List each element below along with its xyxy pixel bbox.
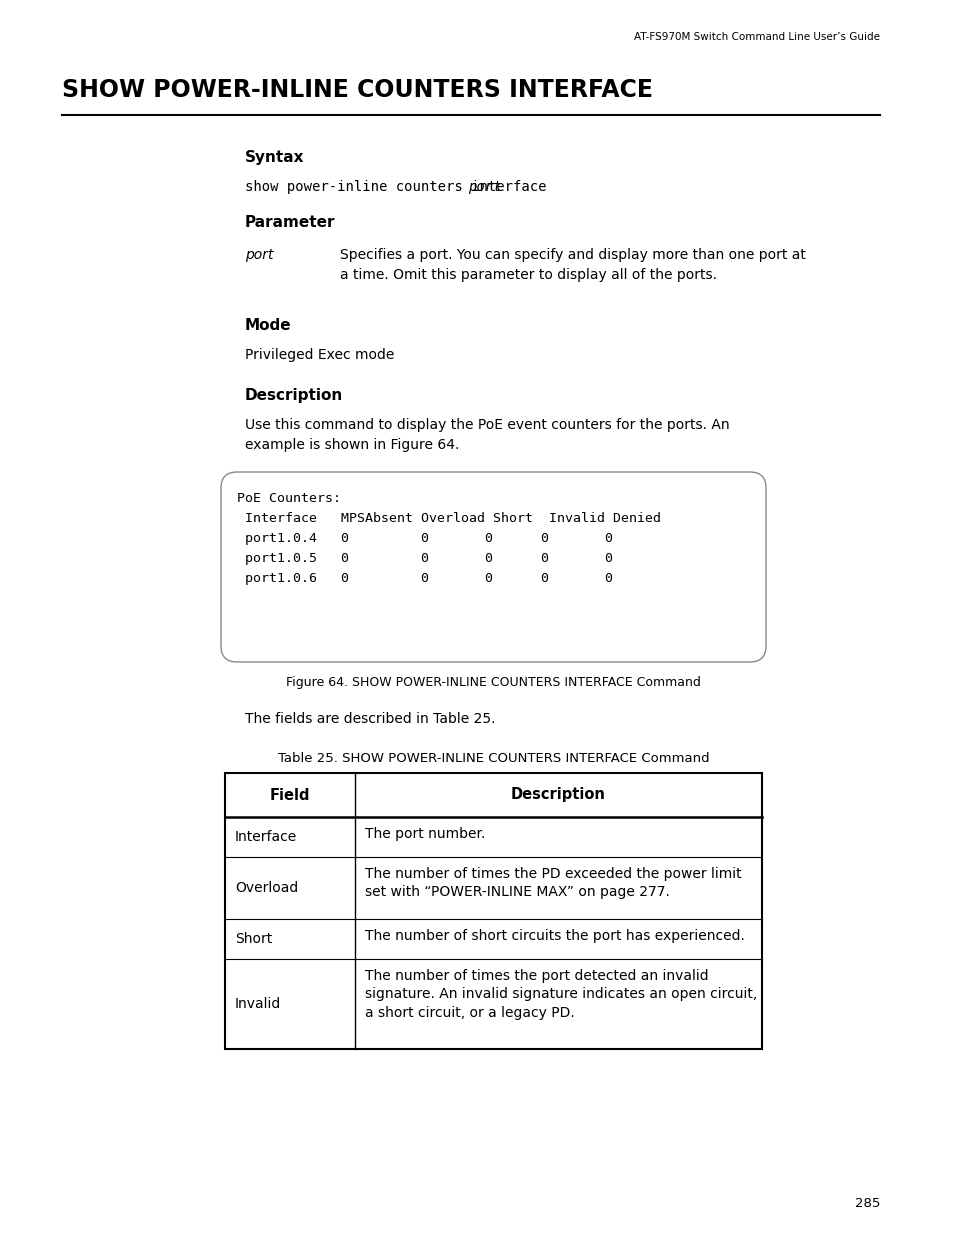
Text: port: port: [245, 248, 274, 262]
Text: port: port: [467, 180, 500, 194]
Text: The fields are described in Table 25.: The fields are described in Table 25.: [245, 713, 495, 726]
Text: The number of times the PD exceeded the power limit
set with “POWER-INLINE MAX” : The number of times the PD exceeded the …: [365, 867, 740, 899]
Text: port1.0.6   0         0       0      0       0: port1.0.6 0 0 0 0 0: [236, 572, 613, 585]
Text: Interface   MPSAbsent Overload Short  Invalid Denied: Interface MPSAbsent Overload Short Inval…: [236, 513, 660, 525]
Text: PoE Counters:: PoE Counters:: [236, 492, 340, 505]
Text: Invalid: Invalid: [234, 997, 281, 1011]
Text: Interface: Interface: [234, 830, 297, 844]
Text: Description: Description: [511, 788, 605, 803]
Text: Parameter: Parameter: [245, 215, 335, 230]
Text: Use this command to display the PoE event counters for the ports. An
example is : Use this command to display the PoE even…: [245, 417, 729, 452]
Text: port1.0.5   0         0       0      0       0: port1.0.5 0 0 0 0 0: [236, 552, 613, 564]
Text: Mode: Mode: [245, 317, 292, 333]
Text: Specifies a port. You can specify and display more than one port at
a time. Omit: Specifies a port. You can specify and di…: [339, 248, 805, 282]
Text: port1.0.4   0         0       0      0       0: port1.0.4 0 0 0 0 0: [236, 532, 613, 545]
Text: Overload: Overload: [234, 881, 298, 895]
Text: The number of short circuits the port has experienced.: The number of short circuits the port ha…: [365, 929, 744, 944]
Text: AT-FS970M Switch Command Line User’s Guide: AT-FS970M Switch Command Line User’s Gui…: [634, 32, 879, 42]
Text: Short: Short: [234, 932, 272, 946]
Text: Figure 64. SHOW POWER-INLINE COUNTERS INTERFACE Command: Figure 64. SHOW POWER-INLINE COUNTERS IN…: [286, 676, 700, 689]
Text: Table 25. SHOW POWER-INLINE COUNTERS INTERFACE Command: Table 25. SHOW POWER-INLINE COUNTERS INT…: [277, 752, 709, 764]
Text: Field: Field: [270, 788, 310, 803]
FancyBboxPatch shape: [221, 472, 765, 662]
Text: The number of times the port detected an invalid
signature. An invalid signature: The number of times the port detected an…: [365, 969, 757, 1020]
Text: SHOW POWER-INLINE COUNTERS INTERFACE: SHOW POWER-INLINE COUNTERS INTERFACE: [62, 78, 652, 103]
Text: show power-inline counters interface: show power-inline counters interface: [245, 180, 555, 194]
Text: Privileged Exec mode: Privileged Exec mode: [245, 348, 394, 362]
Text: The port number.: The port number.: [365, 827, 485, 841]
Text: Description: Description: [245, 388, 343, 403]
Text: Syntax: Syntax: [245, 149, 304, 165]
Text: 285: 285: [854, 1197, 879, 1210]
